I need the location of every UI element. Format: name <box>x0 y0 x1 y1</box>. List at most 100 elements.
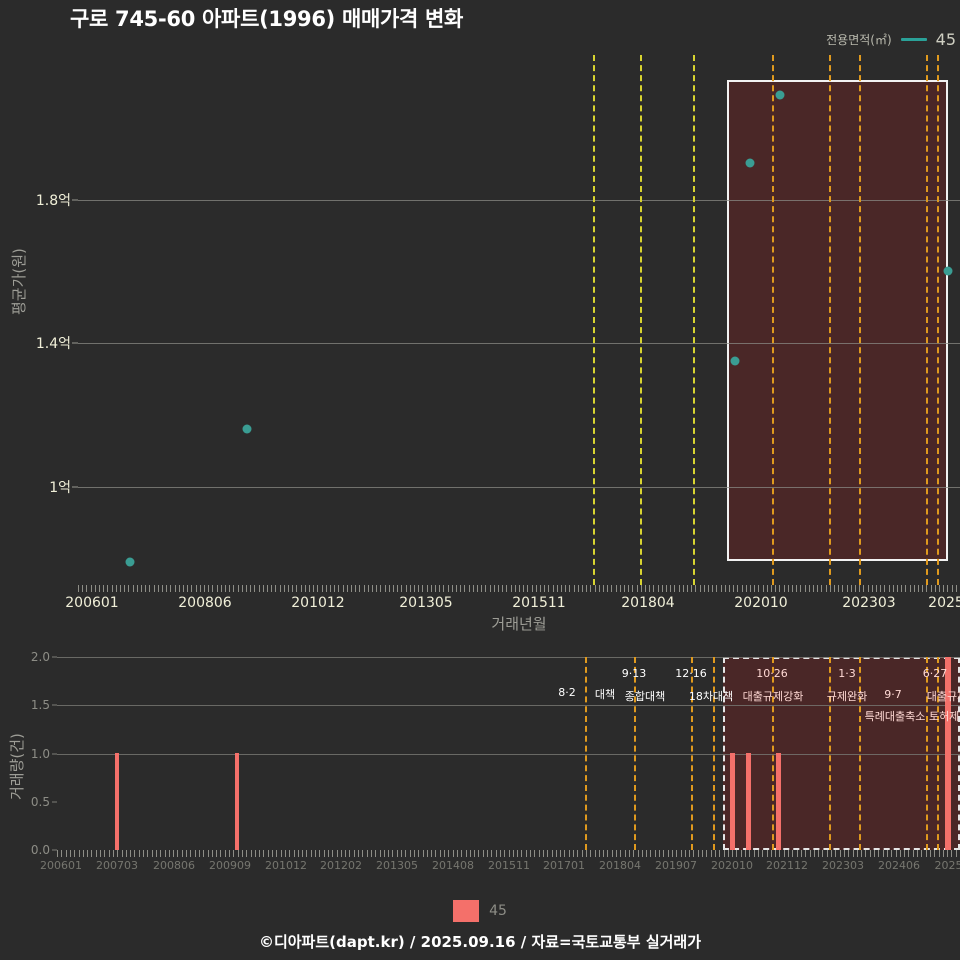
xlabel2-200601: 200601 <box>40 859 82 872</box>
policy-line-2023-01 <box>829 657 831 850</box>
annotation-date-9-7: 9·7 <box>884 688 902 701</box>
policy-line-2019-12 <box>691 657 693 850</box>
annotation-label-12-16: 18차대책 <box>688 690 734 703</box>
xaxis-title-price: 거래년월 <box>491 615 547 633</box>
xlabel2-201804: 201804 <box>599 859 641 872</box>
policy-line-2017-08 <box>593 55 595 585</box>
annotation-date-9-13: 9·13 <box>621 667 647 680</box>
policy-line-2025-02 <box>926 657 928 850</box>
xlabel2-202303: 202303 <box>822 859 864 872</box>
price-scatter-plot: 1.8억 1.4억 1억 <box>36 55 960 585</box>
policy-line-2021-10 <box>772 55 774 585</box>
xaxis-minor-ticks <box>78 585 960 592</box>
policy-line-2023-09 <box>859 55 861 585</box>
annotation-date-8-2: 8·2 <box>558 686 576 699</box>
volume-bar <box>746 753 751 850</box>
ylabel-1.5: 1.5 <box>30 698 50 712</box>
xlabel2-201012: 201012 <box>265 859 307 872</box>
data-point <box>943 266 953 276</box>
data-point <box>775 90 785 100</box>
xlabel-202303: 202303 <box>842 595 896 611</box>
legend-bottom-swatch <box>453 900 480 922</box>
policy-line-2023-09 <box>859 657 861 850</box>
xlabel2-202112: 202112 <box>766 859 808 872</box>
annotation-label-toheoje: 토허제 해제 <box>928 710 960 723</box>
policy-line-2021-10 <box>772 657 774 850</box>
policy-line-2025-06 <box>937 657 939 850</box>
xaxis-minor-ticks-volume <box>57 850 960 857</box>
ylabel-1: 1억 <box>49 480 71 496</box>
legend-top-line-swatch <box>900 38 927 41</box>
xaxis-volume: 200601 200703 200806 200909 201012 20120… <box>40 850 960 872</box>
xlabel2-201907: 201907 <box>655 859 697 872</box>
data-point <box>242 424 252 434</box>
ytick-2.0 <box>52 656 57 658</box>
policy-line-2018-09 <box>640 55 642 585</box>
highlight-region-volume <box>723 657 960 850</box>
xlabel-2025: 2025 <box>928 595 960 611</box>
highlight-region-price <box>727 80 948 561</box>
xlabel2-201408: 201408 <box>432 859 474 872</box>
xlabel2-201202: 201202 <box>320 859 362 872</box>
xlabel-202010: 202010 <box>734 595 788 611</box>
legend-bottom-series-name: 45 <box>489 903 507 919</box>
xlabel2-201701: 201701 <box>543 859 585 872</box>
ytick-0.5 <box>52 801 57 803</box>
annotation-date-6-27: 6·27 <box>922 667 948 680</box>
annotation-label-6-27: 대출규제 <box>926 690 960 703</box>
data-point <box>745 158 755 168</box>
annotation-label-9-7: 특례대출축소 <box>864 710 926 723</box>
volume-bar <box>235 753 239 850</box>
legend-bottom: 45 <box>0 900 960 922</box>
page-title: 구로 745-60 아파트(1996) 매매가격 변화 <box>70 7 464 31</box>
gridline-1 <box>78 487 960 488</box>
xlabel2-201305: 201305 <box>376 859 418 872</box>
gridline-1.8 <box>78 200 960 201</box>
xlabel2-202010: 202010 <box>711 859 753 872</box>
ylabel-0.5: 0.5 <box>30 795 50 809</box>
policy-line-2025-06 <box>937 55 939 585</box>
ytick-1.4 <box>72 342 78 344</box>
annotation-label-10-26: 대출규제강화 <box>742 690 804 703</box>
ylabel-1.8: 1.8억 <box>35 193 71 209</box>
xlabel-201305: 201305 <box>399 595 453 611</box>
xlabel-201804: 201804 <box>621 595 675 611</box>
xlabel2-201511: 201511 <box>488 859 530 872</box>
ytick-1.8 <box>72 199 78 201</box>
legend-top-label: 전용면적(㎡) <box>826 33 892 47</box>
volume-bar <box>730 753 735 850</box>
xlabel2-200909: 200909 <box>209 859 251 872</box>
xlabel2-200703: 200703 <box>96 859 138 872</box>
gridline-1.4 <box>78 343 960 344</box>
xlabel-201511: 201511 <box>512 595 566 611</box>
volume-bar-plot: 2.0 1.5 1.0 0.5 0.0 8·2 대책 9·13 종합대책 12·… <box>31 650 960 857</box>
annotation-label-1-3: 규제완화 <box>826 690 868 703</box>
ytick-0.0 <box>52 849 57 851</box>
gridline-1.5 <box>57 705 960 706</box>
ytick-1.0 <box>52 753 57 755</box>
ylabel-1.0: 1.0 <box>30 747 50 761</box>
xlabel2-200806: 200806 <box>153 859 195 872</box>
xlabel2-202406: 202406 <box>878 859 920 872</box>
footer-credit: ©디아파트(dapt.kr) / 2025.09.16 / 자료=국토교통부 실… <box>258 933 702 951</box>
xlabel2-202508: 20250 <box>934 859 960 872</box>
legend-top-series-name: 45 <box>935 30 956 49</box>
policy-line-2018-09 <box>634 657 636 850</box>
gridline-1.0 <box>57 754 960 755</box>
xaxis-price: 200601 200806 201012 201305 201511 20180… <box>65 585 960 611</box>
ytick-1.5 <box>52 704 57 706</box>
annotation-date-1-3: 1·3 <box>838 667 856 680</box>
gridline-2.0 <box>57 657 960 658</box>
ytick-1 <box>72 486 78 488</box>
ylabel-0.0: 0.0 <box>30 843 50 857</box>
data-point <box>125 557 135 567</box>
ylabel-1.4: 1.4억 <box>35 336 71 352</box>
volume-bar <box>776 753 781 850</box>
legend-top: 전용면적(㎡) 45 <box>826 30 956 49</box>
annotation-date-12-16: 12·16 <box>675 667 707 680</box>
xlabel-201012: 201012 <box>291 595 345 611</box>
ylabel-2.0: 2.0 <box>30 650 50 664</box>
policy-line-2019-12 <box>693 55 695 585</box>
xlabel-200601: 200601 <box>65 595 119 611</box>
policy-line-2023-01 <box>829 55 831 585</box>
